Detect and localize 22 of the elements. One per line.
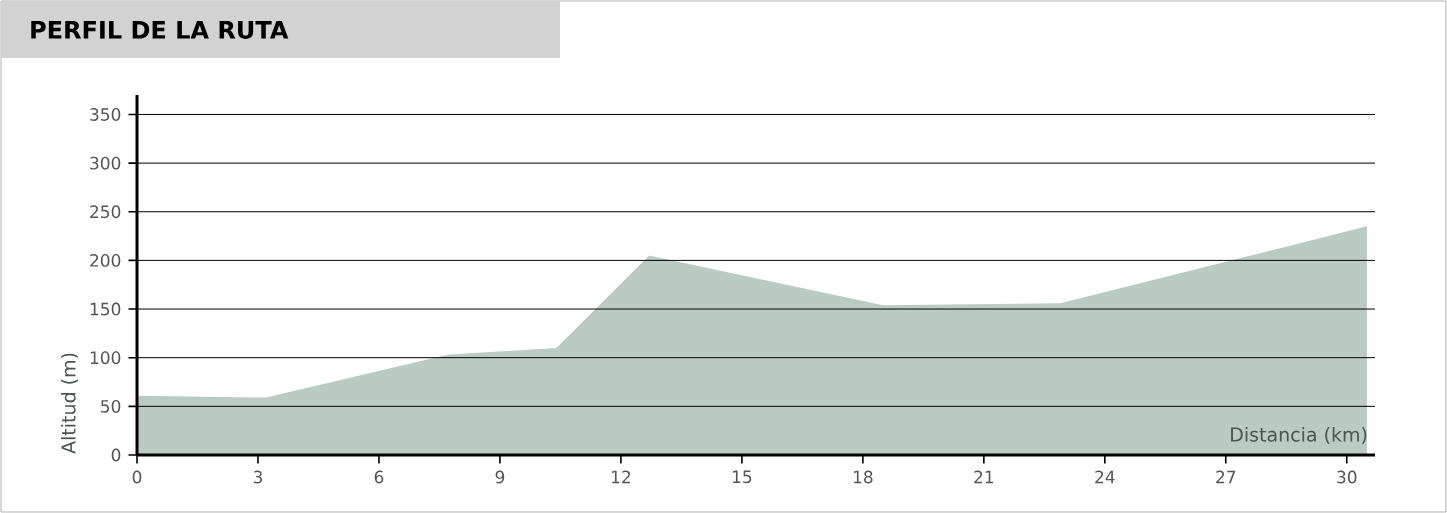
y-tick-label: 150 <box>90 302 121 316</box>
x-tick-label: 3 <box>253 470 263 484</box>
x-tick-label: 21 <box>974 470 994 484</box>
y-tick-label: 100 <box>90 351 121 365</box>
x-tick-label: 12 <box>611 470 631 484</box>
x-tick-label: 0 <box>132 470 142 484</box>
x-tick-label: 15 <box>732 470 752 484</box>
x-tick-label: 18 <box>853 470 873 484</box>
x-tick-label: 30 <box>1337 470 1357 484</box>
x-tick-label: 24 <box>1095 470 1115 484</box>
x-tick-label: 6 <box>374 470 384 484</box>
y-tick-label: 50 <box>101 399 121 413</box>
x-axis-title: Distancia (km) <box>1231 426 1367 444</box>
x-tick-label: 9 <box>495 470 505 484</box>
y-tick-label: 300 <box>90 156 121 170</box>
x-tick-label: 27 <box>1216 470 1236 484</box>
chart-title: PERFIL DE LA RUTA <box>31 21 289 39</box>
y-tick-label: 0 <box>111 448 121 462</box>
y-tick-label: 350 <box>90 108 121 121</box>
y-axis-title: Altitud (m) <box>61 353 78 454</box>
y-tick-label: 200 <box>90 253 121 267</box>
y-tick-label: 250 <box>90 205 121 219</box>
